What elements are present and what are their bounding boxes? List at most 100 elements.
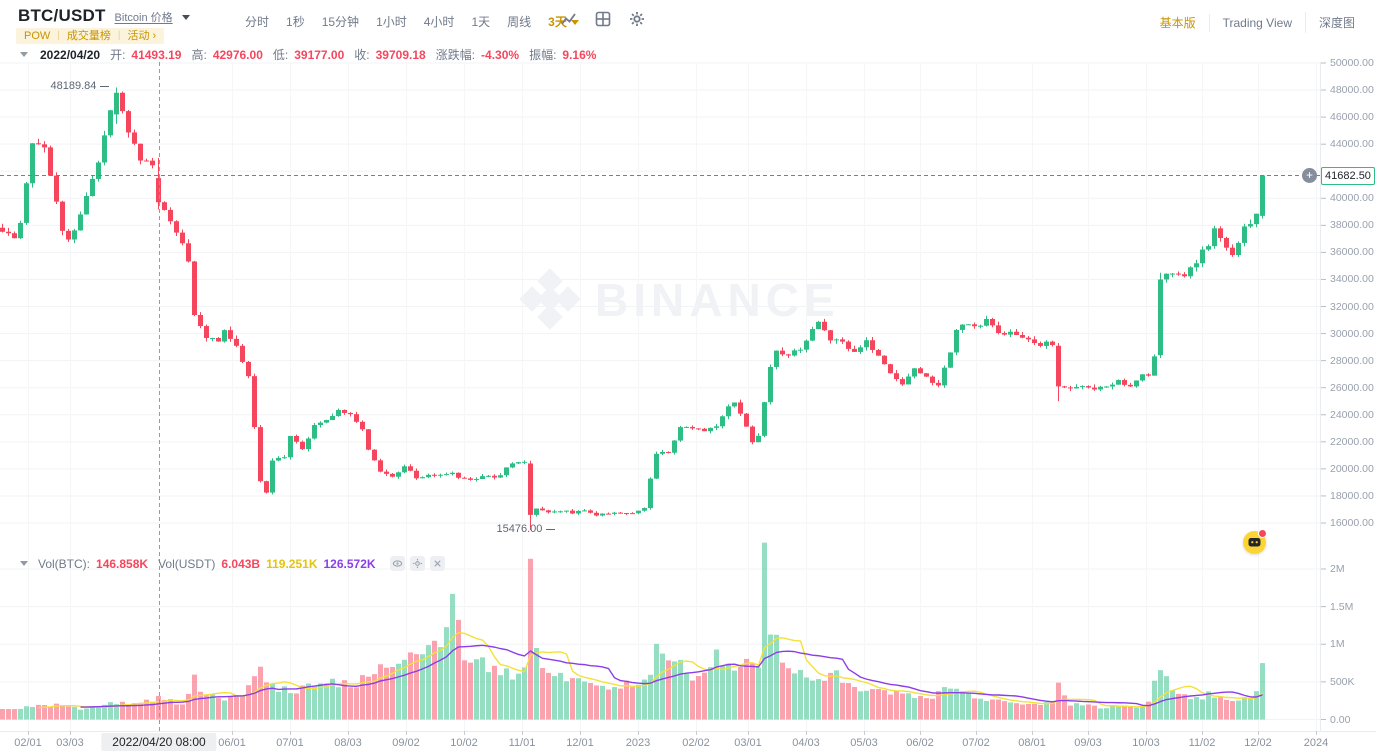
open-label: 开: [110, 48, 126, 62]
time-axis-label: 02/02 [682, 737, 710, 749]
time-axis-label: 06/02 [906, 737, 934, 749]
tag-separator: | [117, 30, 121, 41]
crosshair-time-tag: 2022/04/20 08:00 [101, 733, 217, 751]
price-axis-label: 20000.00 [1330, 462, 1374, 475]
time-axis-label: 12/01 [566, 737, 594, 749]
price-axis-label: 16000.00 [1330, 516, 1374, 529]
chevron-down-icon [570, 20, 579, 25]
interval-list: 分时 1秒 15分钟 1小时 4小时 1天 周线 3天 [245, 13, 579, 30]
time-axis-label: 2024 [1303, 737, 1329, 749]
interval-tab-1秒[interactable]: 1秒 [286, 15, 305, 29]
change-value: -4.30% [481, 47, 520, 62]
symbol-tag[interactable]: 成交量榜 [66, 30, 111, 42]
price-alert-plus-button[interactable]: + [1302, 168, 1317, 184]
vol-ma-short-value: 119.251K [266, 556, 318, 571]
price-axis-label: 34000.00 [1330, 273, 1374, 286]
highest-price-marker: 48189.84 [51, 80, 110, 92]
amplitude-label: 振幅: [529, 48, 557, 62]
view-tab-深度图[interactable]: 深度图 [1304, 12, 1368, 33]
volume-axis-label: 2M [1330, 563, 1345, 575]
symbol-block: BTC/USDT Bitcoin 价格 [18, 6, 190, 26]
view-tab-list: 基本版 Trading View 深度图 [1147, 12, 1368, 33]
highest-price-label: 48189.84 [50, 80, 97, 93]
price-axis-label: 40000.00 [1330, 192, 1374, 205]
interval-tab-1天[interactable]: 1天 [471, 15, 491, 29]
symbol-tag[interactable]: 活动 › [127, 30, 157, 42]
vol-btc-label: Vol(BTC): [38, 556, 91, 571]
time-axis-label: 10/03 [1132, 737, 1160, 749]
price-axis-label: 48000.00 [1330, 84, 1374, 97]
price-axis-label: 32000.00 [1330, 300, 1374, 313]
price-axis-label: 22000.00 [1330, 435, 1374, 448]
price-axis-label: 24000.00 [1330, 408, 1374, 421]
time-axis-label: 03/03 [56, 737, 84, 749]
amplitude-value: 9.16% [562, 47, 597, 62]
volume-indicator-controls [389, 556, 445, 571]
lowest-price-label: 15476.00 [496, 523, 543, 536]
volume-info-bar: Vol(BTC): 146.858K Vol(USDT) 6.043B 119.… [20, 556, 445, 571]
time-axis-label: 11/02 [1188, 737, 1216, 749]
support-chat-button[interactable] [1243, 529, 1267, 554]
close-value: 39709.18 [375, 47, 426, 62]
price-axis-label: 28000.00 [1330, 354, 1374, 367]
marker-dash [546, 528, 556, 530]
vol-ma-long-value: 126.572K [323, 556, 376, 571]
visibility-eye-icon[interactable] [389, 556, 405, 571]
high-value: 42976.00 [212, 47, 263, 62]
time-axis-label: 10/02 [450, 737, 478, 749]
interval-tab-周线[interactable]: 周线 [507, 15, 532, 29]
symbol-dropdown-caret-icon[interactable] [181, 15, 190, 20]
marker-dash [100, 85, 110, 87]
vol-btc-value: 146.858K [96, 556, 149, 571]
interval-tab-3天[interactable]: 3天 [548, 13, 579, 30]
interval-tab-分时[interactable]: 分时 [245, 15, 270, 29]
price-axis-label: 46000.00 [1330, 111, 1374, 124]
kline-style-icon[interactable] [560, 11, 577, 27]
close-label: 收: [354, 48, 370, 62]
time-axis-label: 09/03 [1074, 737, 1102, 749]
vol-usdt-label: Vol(USDT) [158, 556, 216, 571]
chat-bubble-icon [1248, 538, 1261, 547]
time-axis-label: 07/01 [276, 737, 304, 749]
chart-toolbar [560, 11, 645, 27]
price-axis-label: 44000.00 [1330, 138, 1374, 151]
volume-axis-label: 1.5M [1330, 600, 1354, 613]
change-label: 涨跌幅: [435, 48, 476, 62]
symbol-tag[interactable]: POW [24, 30, 51, 42]
ohlc-date: 2022/04/20 [40, 47, 101, 62]
price-axis-label: 36000.00 [1330, 246, 1374, 259]
price-axis-label: 18000.00 [1330, 489, 1374, 502]
interval-tab-15分钟[interactable]: 15分钟 [321, 15, 360, 29]
symbol-tags: POW | 成交量榜 | 活动 › [16, 28, 165, 44]
low-value: 39177.00 [294, 47, 345, 62]
time-axis-label: 2023 [625, 737, 651, 749]
time-axis-label: 07/02 [962, 737, 990, 749]
symbol-subtitle-link[interactable]: Bitcoin 价格 [114, 12, 173, 24]
watermark-text: BINANCE [595, 274, 840, 326]
time-axis-label: 12/02 [1244, 737, 1272, 749]
volume-collapse-caret-icon[interactable] [20, 561, 28, 566]
price-axis-label: 30000.00 [1330, 327, 1374, 340]
lowest-price-marker: 15476.00 [497, 523, 556, 535]
indicator-settings-gear-icon[interactable] [409, 556, 425, 571]
volume-axis-label: 500K [1330, 675, 1355, 688]
interval-tab-4小时[interactable]: 4小时 [423, 15, 455, 29]
open-value: 41493.19 [131, 47, 182, 62]
view-tab-基本版[interactable]: 基本版 [1159, 16, 1196, 30]
interval-tab-1小时[interactable]: 1小时 [376, 15, 407, 29]
price-axis-label: 26000.00 [1330, 381, 1374, 394]
view-tab-Trading View[interactable]: Trading View [1208, 13, 1305, 32]
price-axis-label: 38000.00 [1330, 219, 1374, 232]
vol-usdt-value: 6.043B [221, 556, 261, 571]
time-axis-label: 08/03 [334, 737, 362, 749]
binance-watermark-logo: BINANCE [519, 268, 840, 330]
time-axis-label: 03/01 [734, 737, 762, 749]
remove-indicator-close-icon[interactable] [429, 556, 445, 571]
indicator-grid-icon[interactable] [595, 11, 611, 27]
symbol-title: BTC/USDT [18, 6, 106, 25]
chart-settings-gear-icon[interactable] [629, 11, 645, 27]
time-axis-label: 06/01 [218, 737, 246, 749]
collapse-caret-icon[interactable] [20, 52, 28, 57]
ohlc-info-bar: 2022/04/20 开: 41493.19 高: 42976.00 低: 39… [20, 46, 596, 63]
